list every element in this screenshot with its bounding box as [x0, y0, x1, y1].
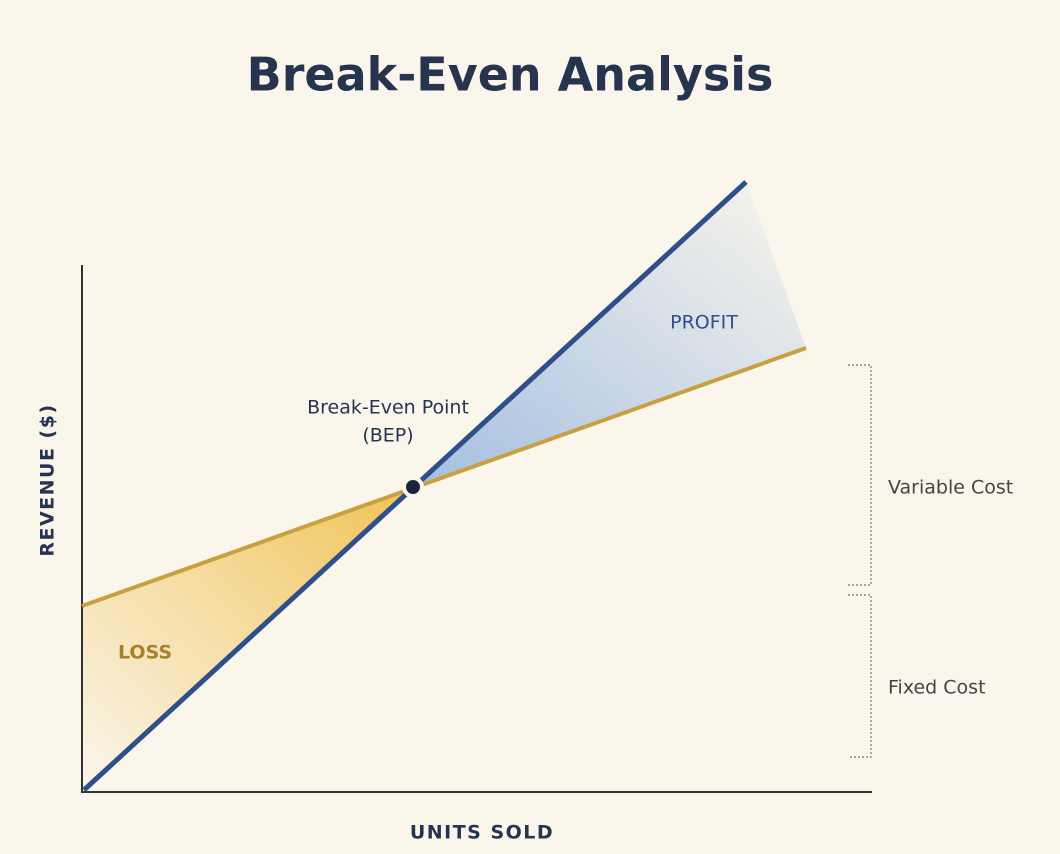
profit-label: PROFIT: [670, 312, 738, 334]
title: Break-Even Analysis: [247, 48, 774, 102]
fixed-cost-bracket: [848, 594, 872, 758]
break-even-point: [402, 476, 424, 498]
fixed-cost-label: Fixed Cost: [888, 677, 986, 699]
y-axis-label: REVENUE ($): [37, 403, 59, 556]
loss-label: LOSS: [118, 642, 172, 664]
cost-line: [81, 346, 807, 608]
profit-area: [413, 182, 806, 487]
variable-cost-label: Variable Cost: [888, 477, 1013, 499]
brackets: [848, 364, 872, 758]
variable-cost-bracket: [848, 364, 872, 586]
bep-label: Break-Even Point: [307, 397, 469, 419]
bep-label: (BEP): [362, 425, 413, 447]
x-axis-label: UNITS SOLD: [410, 822, 554, 844]
